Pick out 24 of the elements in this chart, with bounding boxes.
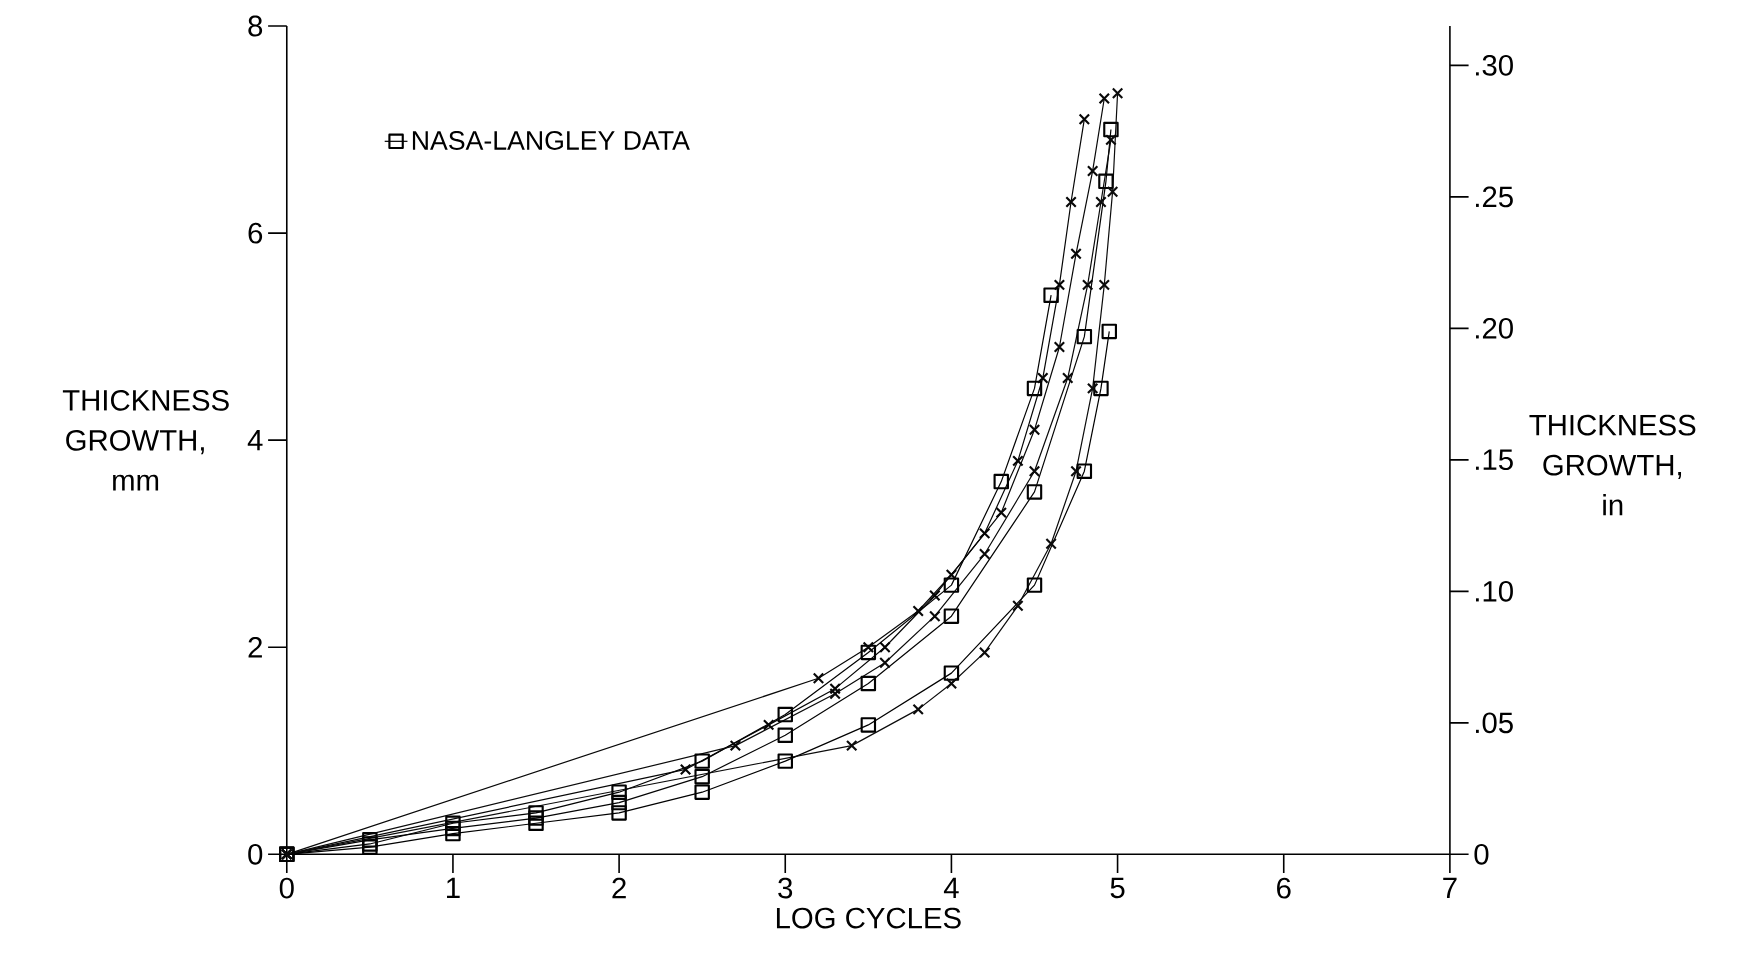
x-tick-label: 3 xyxy=(778,877,793,899)
y2-tick-label: .05 xyxy=(1475,712,1513,734)
x-tick-label: 7 xyxy=(1443,877,1457,898)
x-tick-label: 2 xyxy=(612,877,626,899)
x-tick-label: 5 xyxy=(1110,877,1125,899)
y-tick-label: 8 xyxy=(248,15,263,37)
y-axis-title: THICKNESS GROWTH, mm xyxy=(62,389,229,491)
y2-tick-label: .10 xyxy=(1475,580,1513,602)
y2-tick-label: .20 xyxy=(1475,317,1513,339)
y2-axis-title: THICKNESS GROWTH, in xyxy=(1529,414,1696,516)
y-tick-label: 0 xyxy=(248,843,263,865)
legend-label: NASA-LANGLEY DATA xyxy=(412,130,690,150)
y2-tick-label: .15 xyxy=(1475,449,1513,470)
x-tick-label: 1 xyxy=(447,877,460,898)
y-tick-label: 4 xyxy=(247,429,263,451)
x-tick-label: 4 xyxy=(943,877,959,898)
y2-tick-label: .30 xyxy=(1475,54,1513,76)
x-tick-label: 6 xyxy=(1277,877,1291,899)
x-axis-title: LOG CYCLES xyxy=(776,907,961,929)
y2-tick-label: 0 xyxy=(1474,843,1489,865)
y2-tick-label: .25 xyxy=(1475,186,1513,208)
y-tick-label: 6 xyxy=(248,222,263,244)
x-tick-label: 0 xyxy=(279,877,294,899)
y-tick-label: 2 xyxy=(248,636,262,658)
